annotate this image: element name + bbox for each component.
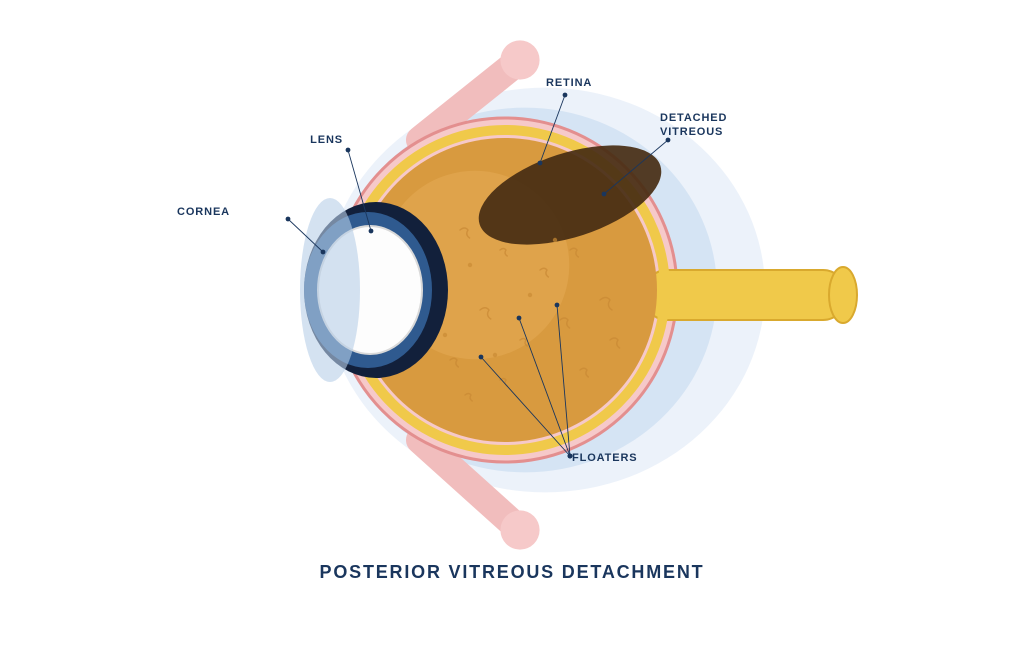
cornea-cap <box>300 198 360 382</box>
optic-nerve <box>645 267 857 323</box>
eye-diagram: CORNEA LENS RETINA DETACHEDVITREOUS FLOA… <box>0 0 1024 672</box>
label-floaters: FLOATERS <box>572 452 638 464</box>
label-retina: RETINA <box>546 77 592 89</box>
label-lens: LENS <box>310 134 343 146</box>
label-detached: DETACHEDVITREOUS <box>660 112 727 140</box>
diagram-title: POSTERIOR VITREOUS DETACHMENT <box>0 562 1024 583</box>
label-cornea: CORNEA <box>177 206 230 218</box>
